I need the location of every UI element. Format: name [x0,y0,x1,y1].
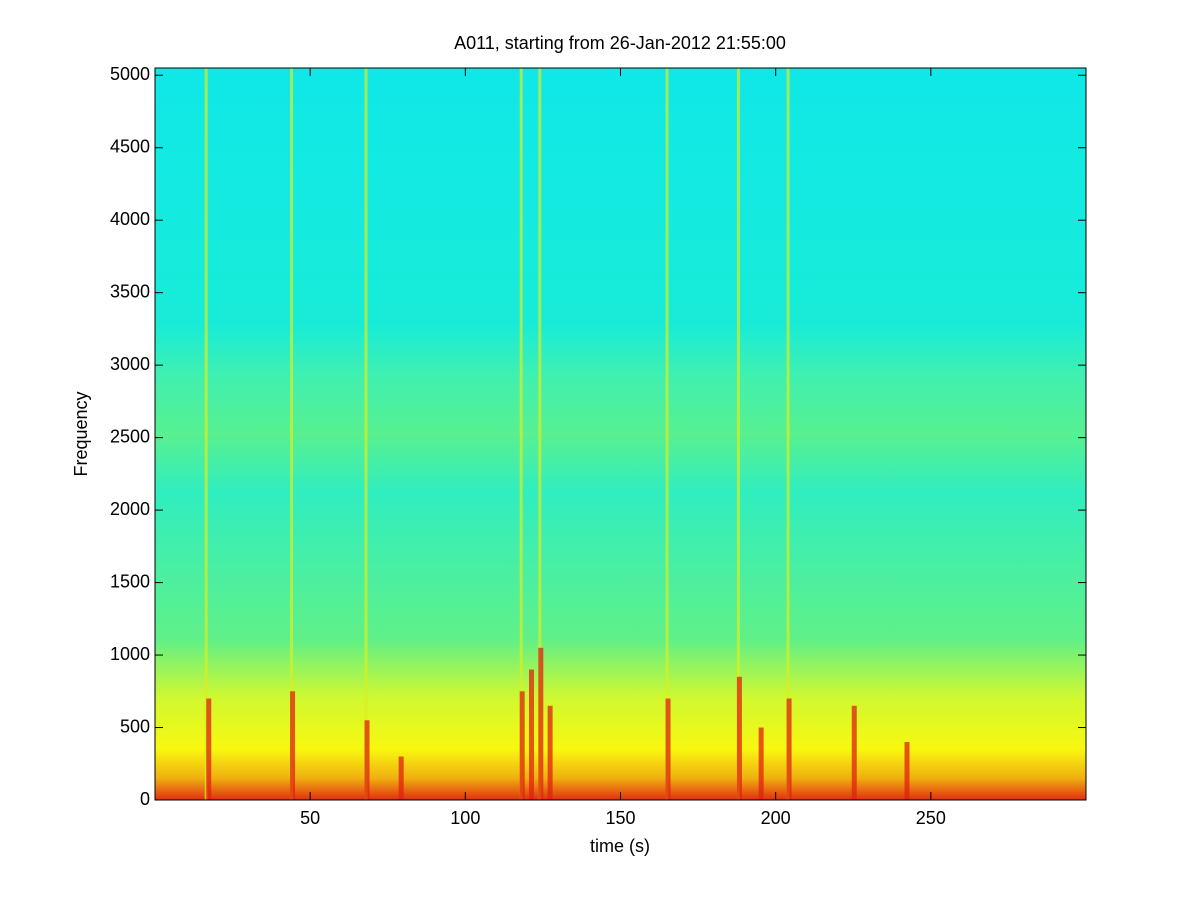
x-tick-label: 150 [605,808,635,828]
x-tick-label: 50 [300,808,320,828]
frequency-streak [904,742,910,800]
frequency-streak [290,68,294,800]
y-tick-label: 1000 [110,644,150,664]
frequency-streak [204,68,208,800]
chart-title: A011, starting from 26-Jan-2012 21:55:00 [454,33,786,53]
frequency-streak [786,68,790,800]
frequency-streak [529,669,535,800]
y-tick-label: 4000 [110,209,150,229]
y-tick-label: 4500 [110,136,150,156]
frequency-streak [736,676,742,800]
frequency-streak [665,68,669,800]
frequency-streak [736,68,740,800]
frequency-streak [665,698,671,800]
y-tick-label: 5000 [110,64,150,84]
frequency-streak [364,68,368,800]
frequency-streak [538,647,544,800]
x-axis-label: time (s) [590,836,650,856]
frequency-streak [547,705,553,800]
frequency-streak [758,727,764,800]
frequency-streak [290,691,296,800]
y-tick-label: 3000 [110,354,150,374]
frequency-streak [398,756,404,800]
frequency-streak [538,68,542,800]
x-tick-label: 200 [761,808,791,828]
y-tick-label: 0 [140,789,150,809]
frequency-streak [851,705,857,800]
frequency-streak [519,68,523,800]
frequency-streak [519,691,525,800]
x-tick-label: 250 [916,808,946,828]
frequency-streak [206,698,212,800]
y-tick-label: 3500 [110,281,150,301]
spectrogram-background [155,68,1086,800]
y-tick-label: 2000 [110,499,150,519]
frequency-streak [364,720,370,800]
y-tick-label: 2500 [110,426,150,446]
frequency-streak [786,698,792,800]
y-tick-label: 500 [120,716,150,736]
y-axis-label: Frequency [71,391,91,476]
x-tick-label: 100 [450,808,480,828]
y-tick-label: 1500 [110,571,150,591]
